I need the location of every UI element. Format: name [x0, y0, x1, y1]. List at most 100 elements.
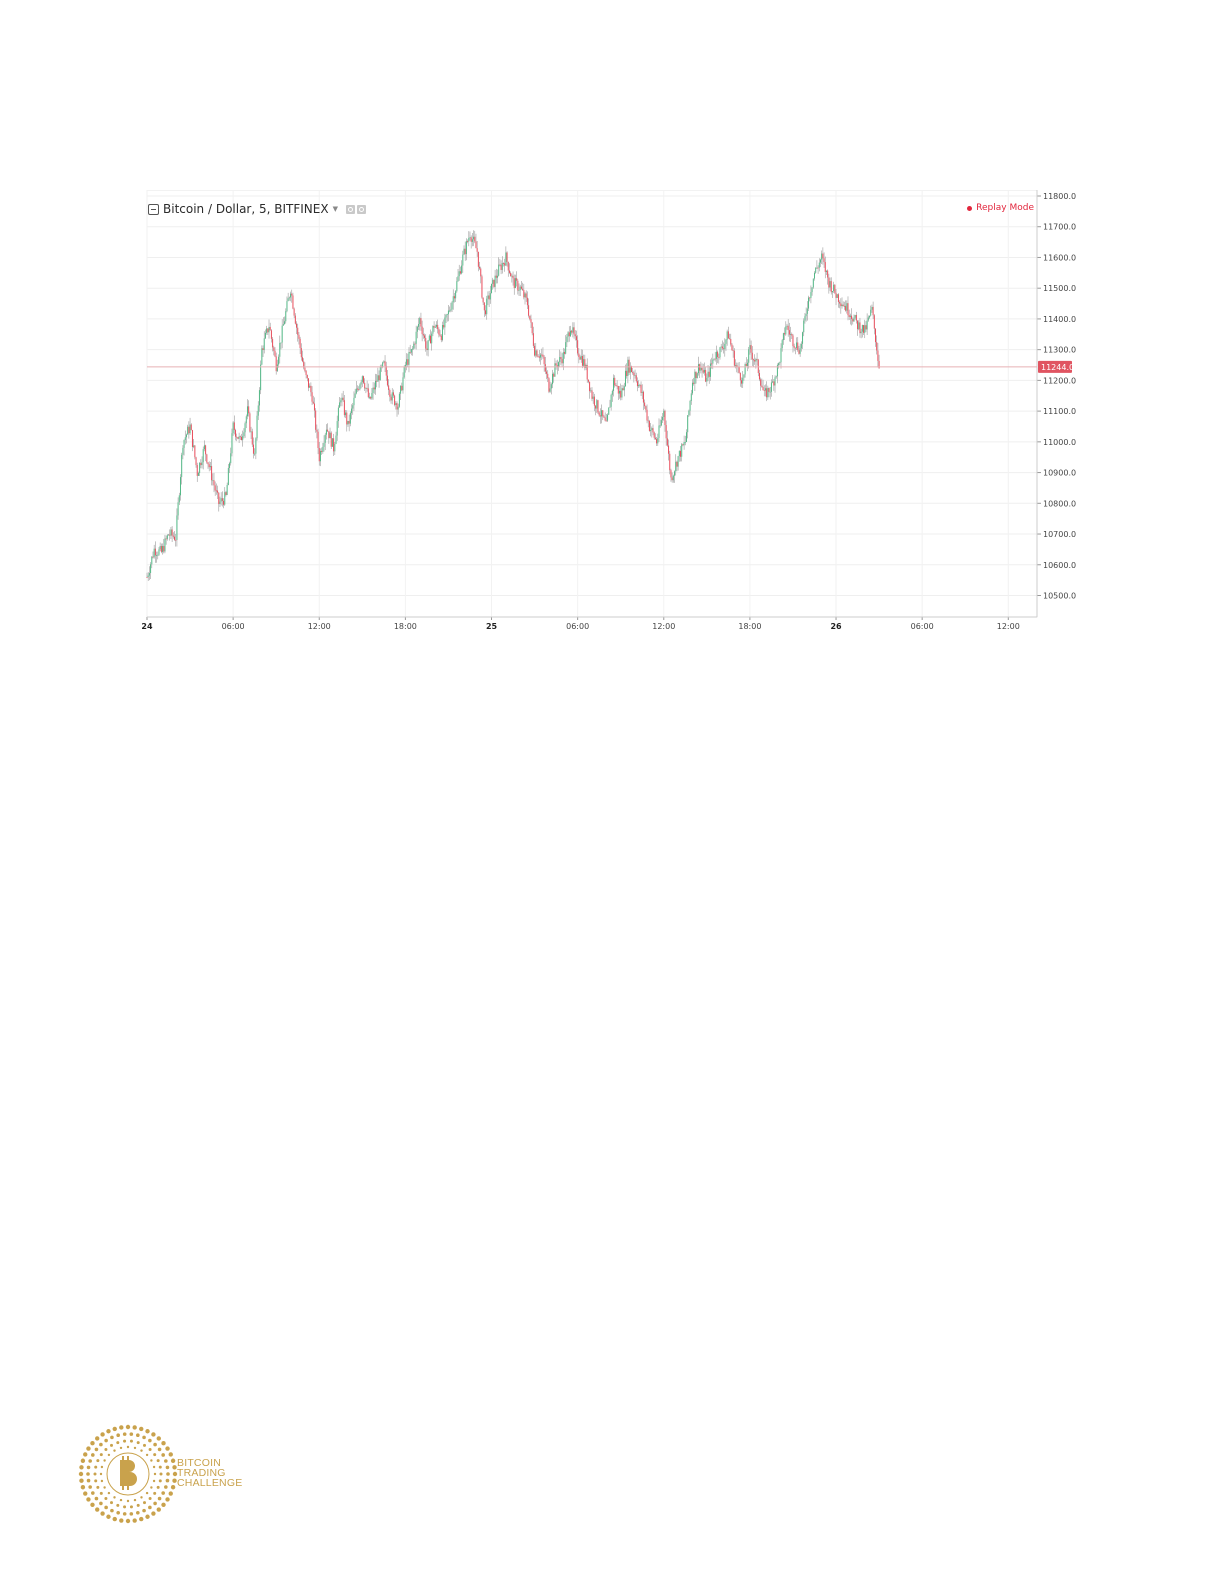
- candle-down: [481, 276, 483, 298]
- candle-up: [550, 384, 552, 389]
- candle-up: [658, 425, 660, 439]
- seal-dot: [116, 1441, 120, 1445]
- collapse-icon[interactable]: [148, 203, 159, 215]
- candle-down: [358, 388, 360, 390]
- candle-down: [493, 279, 495, 287]
- candle-up: [619, 390, 621, 394]
- candle-up: [572, 327, 574, 333]
- y-tick-label: 10700.0: [1043, 530, 1076, 539]
- replay-mode-indicator[interactable]: Replay Mode: [967, 203, 1034, 213]
- symbol-title[interactable]: Bitcoin / Dollar, 5, BITFINEX: [163, 202, 329, 216]
- candle-up: [567, 332, 569, 337]
- candle-up: [254, 453, 256, 455]
- seal-dot: [153, 1501, 157, 1506]
- candle-up: [197, 472, 199, 476]
- candle-down: [556, 365, 558, 368]
- candle-down: [635, 375, 637, 382]
- candle-down: [273, 347, 275, 351]
- candle-up: [715, 351, 717, 359]
- candle-down: [517, 280, 519, 291]
- candle-up: [331, 438, 333, 447]
- candle-down: [599, 415, 601, 417]
- candle-down: [752, 359, 754, 361]
- candle-up: [607, 414, 609, 421]
- seal-dot: [110, 1501, 113, 1505]
- candle-down: [272, 338, 274, 348]
- candle-down: [386, 375, 388, 386]
- candle-down: [855, 314, 857, 321]
- candle-up: [831, 291, 833, 293]
- seal-inner-ring: [106, 1452, 150, 1496]
- candle-down: [502, 263, 504, 264]
- candle-down: [701, 367, 703, 371]
- candle-down: [291, 293, 293, 296]
- candle-up: [675, 461, 677, 472]
- candle-up: [486, 298, 488, 315]
- candle-down: [702, 370, 704, 373]
- candle-up: [255, 438, 257, 454]
- candle-down: [761, 385, 763, 387]
- candle-down: [817, 267, 819, 269]
- y-tick-label: 10500.0: [1043, 591, 1076, 600]
- candle-up: [639, 384, 641, 386]
- candle-up: [559, 357, 561, 363]
- candle-up: [383, 361, 385, 363]
- candle-down: [475, 241, 477, 249]
- candle-up: [281, 325, 283, 343]
- candle-up: [159, 545, 161, 550]
- chart-legend: Bitcoin / Dollar, 5, BITFINEX ▼: [148, 202, 368, 216]
- candle-up: [406, 359, 408, 365]
- candle-up: [352, 405, 354, 409]
- candle-up: [720, 346, 722, 348]
- candle-down: [200, 462, 202, 466]
- candle-down: [485, 310, 487, 315]
- seal-dot: [148, 1447, 152, 1451]
- seal-dot: [164, 1459, 168, 1463]
- candle-up: [781, 340, 783, 349]
- candle-down: [730, 338, 732, 345]
- candle-down: [508, 270, 510, 273]
- logo-line-3: CHALLENGE: [177, 1477, 243, 1489]
- seal-dot: [145, 1514, 150, 1519]
- seal-dot: [88, 1485, 92, 1489]
- candle-down: [477, 251, 479, 267]
- candle-down: [299, 338, 301, 349]
- candle-down: [206, 454, 208, 463]
- eye-icon[interactable]: [345, 204, 355, 214]
- seal-dot: [161, 1453, 165, 1457]
- seal-dot: [129, 1439, 133, 1443]
- candle-up: [156, 555, 158, 556]
- candle-up: [395, 403, 397, 405]
- seal-dot: [139, 1516, 144, 1522]
- chart-panel: 11800.0 11700.0 11600.0 11500.0 11400.0 11300…: [140, 190, 1080, 635]
- candle-up: [554, 363, 556, 377]
- x-tick-label: 06:00: [222, 622, 245, 631]
- seal-dot: [104, 1447, 108, 1451]
- candle-up: [491, 283, 493, 294]
- candle-up: [451, 302, 453, 310]
- settings-icon[interactable]: [356, 204, 366, 214]
- candle-up: [444, 317, 446, 328]
- candle-up: [686, 432, 688, 442]
- candle-down: [439, 334, 441, 336]
- candle-up: [821, 253, 823, 260]
- candle-down: [251, 431, 253, 445]
- candle-down: [488, 295, 490, 300]
- candle-down: [474, 236, 476, 242]
- x-tick-label: 26: [830, 622, 842, 631]
- candle-up: [209, 466, 211, 468]
- candle-up: [743, 374, 745, 378]
- seal-dot: [126, 1499, 130, 1503]
- candle-down: [236, 436, 238, 438]
- seal-dot: [86, 1472, 90, 1476]
- candle-up: [471, 239, 473, 242]
- x-tick-label: 18:00: [394, 622, 417, 631]
- candle-down: [739, 372, 741, 381]
- candle-down: [760, 379, 762, 386]
- candle-up: [413, 343, 415, 349]
- candle-down: [543, 356, 545, 365]
- candle-down: [525, 293, 527, 298]
- candle-down: [306, 375, 308, 379]
- candle-up: [494, 275, 496, 287]
- chevron-down-icon[interactable]: ▼: [332, 205, 338, 213]
